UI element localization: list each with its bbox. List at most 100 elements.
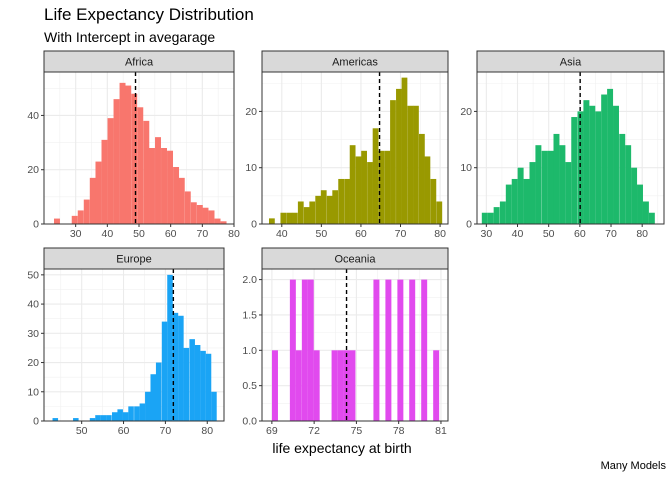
x-tick-label: 70 — [160, 425, 172, 437]
histogram-bar — [407, 105, 414, 224]
y-tick-label: 1.5 — [242, 309, 257, 321]
facet-strip-label: Europe — [116, 254, 151, 266]
facet-africa: Africa 30 40 50 60 70 80 0 20 40 — [27, 50, 240, 240]
histogram-bar — [119, 82, 126, 224]
histogram-bar — [89, 418, 96, 421]
histogram-bar — [89, 177, 96, 224]
histogram-bar — [178, 315, 184, 421]
histogram-bar — [583, 100, 590, 224]
facet-strip-label: Asia — [560, 57, 582, 69]
x-tick-label: 75 — [351, 425, 363, 437]
histogram-bar — [523, 178, 530, 224]
histogram-bar — [332, 190, 339, 224]
histogram-bar — [194, 345, 201, 421]
x-tick-label: 30 — [70, 228, 82, 240]
x-tick-label: 60 — [574, 228, 586, 240]
x-tick-label: 60 — [355, 228, 367, 240]
histogram-bar — [625, 145, 632, 224]
histogram-bar — [196, 205, 203, 224]
chart-caption: Many Models — [600, 460, 666, 472]
histogram-bar — [131, 93, 138, 224]
histogram-bar — [208, 210, 215, 224]
histogram-bar — [220, 221, 227, 224]
histogram-bar — [631, 167, 638, 224]
histogram-bar — [313, 350, 320, 421]
histogram-bar — [161, 148, 167, 224]
x-tick-label: 30 — [481, 228, 493, 240]
y-tick-label: 20 — [245, 106, 257, 118]
histogram-bar — [481, 212, 488, 224]
histogram-bar — [385, 279, 392, 421]
y-tick-label: 20 — [27, 164, 39, 176]
x-tick-label: 40 — [101, 228, 113, 240]
histogram-bar — [145, 391, 151, 421]
histogram-bar — [71, 215, 78, 224]
histogram-bar — [113, 99, 120, 224]
histogram-bar — [390, 100, 396, 224]
y-tick-label: 50 — [27, 269, 39, 281]
histogram-bar — [183, 347, 190, 421]
histogram-bar — [137, 107, 144, 224]
histogram-bar — [547, 150, 554, 224]
x-tick-label: 50 — [133, 228, 145, 240]
histogram-bar — [301, 279, 308, 421]
y-tick-label: 10 — [27, 386, 39, 398]
panel-border — [261, 71, 449, 225]
histogram-bar — [553, 133, 560, 224]
histogram-bar — [413, 105, 419, 224]
histogram-bar — [361, 150, 367, 224]
histogram-bar — [430, 178, 437, 224]
chart-title: Life Expectancy Distribution — [44, 5, 254, 24]
histogram-bar — [418, 133, 425, 224]
histogram-bar — [529, 162, 536, 224]
histogram-bar — [349, 145, 356, 224]
histogram-bar — [100, 415, 107, 421]
y-tick-label: 0.0 — [242, 416, 257, 428]
y-tick-label: 0 — [33, 416, 39, 428]
histogram-bar — [269, 218, 275, 224]
y-tick-label: 2.0 — [242, 274, 257, 286]
y-tick-label: 0 — [33, 219, 39, 231]
histogram-bar — [150, 374, 157, 421]
x-tick-label: 40 — [276, 228, 288, 240]
histogram-bar — [397, 279, 404, 421]
histogram-bar — [642, 201, 649, 224]
histogram-bar — [297, 201, 304, 224]
histogram-bar — [499, 201, 506, 224]
histogram-bar — [613, 105, 619, 224]
x-axis-label: life expectancy at birth — [272, 440, 412, 456]
x-tick-label: 78 — [393, 425, 405, 437]
histogram-bar — [373, 279, 380, 421]
x-tick-label: 80 — [434, 228, 446, 240]
histogram-bar — [200, 350, 206, 421]
histogram-bar — [396, 88, 402, 224]
histogram-bar — [214, 218, 221, 224]
histogram-bar — [155, 362, 162, 421]
histogram-bar — [338, 178, 345, 224]
histogram-bar — [83, 199, 90, 224]
histogram-bar — [139, 403, 146, 421]
histogram-bar — [117, 409, 123, 421]
histogram-bar — [433, 350, 440, 421]
histogram-bar — [409, 279, 416, 421]
x-tick-label: 60 — [165, 228, 177, 240]
histogram-bar — [424, 156, 431, 224]
histogram-bar — [54, 218, 60, 224]
histogram-bar — [122, 412, 129, 421]
histogram-bar — [128, 406, 134, 421]
histogram-bar — [167, 274, 173, 421]
histogram-bar — [155, 137, 161, 224]
y-tick-label: 40 — [27, 299, 39, 311]
histogram-bar — [337, 350, 344, 421]
histogram-bar — [286, 212, 293, 224]
x-tick-label: 60 — [118, 425, 130, 437]
histogram-bar — [190, 202, 197, 224]
histogram-bar — [125, 85, 132, 224]
histogram-bar — [637, 184, 643, 224]
histogram-bar — [291, 212, 298, 224]
y-tick-label: 10 — [245, 162, 257, 174]
facet-europe: Europe 50 60 70 80 0 10 20 30 40 50 — [27, 247, 225, 437]
histogram-bar — [289, 279, 296, 421]
